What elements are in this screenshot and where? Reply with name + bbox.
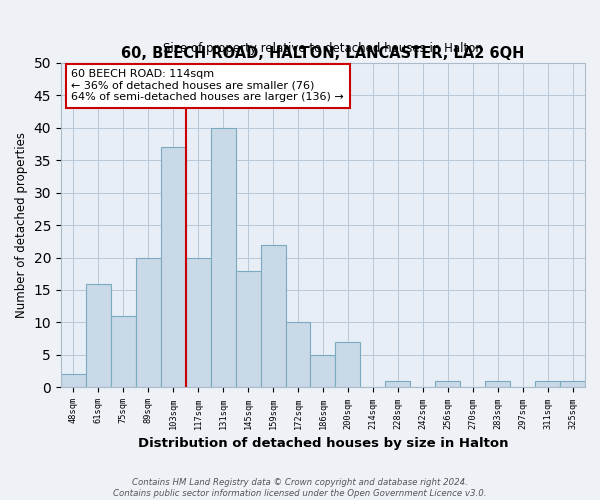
Bar — [61, 374, 86, 388]
Bar — [335, 342, 361, 388]
X-axis label: Distribution of detached houses by size in Halton: Distribution of detached houses by size … — [138, 437, 508, 450]
Bar — [161, 147, 185, 388]
Title: 60, BEECH ROAD, HALTON, LANCASTER, LA2 6QH: 60, BEECH ROAD, HALTON, LANCASTER, LA2 6… — [121, 46, 524, 62]
Bar — [286, 322, 310, 388]
Text: Size of property relative to detached houses in Halton: Size of property relative to detached ho… — [163, 42, 483, 54]
Bar — [435, 381, 460, 388]
Bar — [310, 355, 335, 388]
Bar — [385, 381, 410, 388]
Y-axis label: Number of detached properties: Number of detached properties — [15, 132, 28, 318]
Bar — [86, 284, 111, 388]
Bar — [535, 381, 560, 388]
Bar — [485, 381, 510, 388]
Bar — [136, 258, 161, 388]
Text: Contains HM Land Registry data © Crown copyright and database right 2024.
Contai: Contains HM Land Registry data © Crown c… — [113, 478, 487, 498]
Bar — [236, 270, 260, 388]
Bar — [111, 316, 136, 388]
Bar — [185, 258, 211, 388]
Text: 60 BEECH ROAD: 114sqm
← 36% of detached houses are smaller (76)
64% of semi-deta: 60 BEECH ROAD: 114sqm ← 36% of detached … — [71, 69, 344, 102]
Bar — [260, 244, 286, 388]
Bar — [211, 128, 236, 388]
Bar — [560, 381, 585, 388]
